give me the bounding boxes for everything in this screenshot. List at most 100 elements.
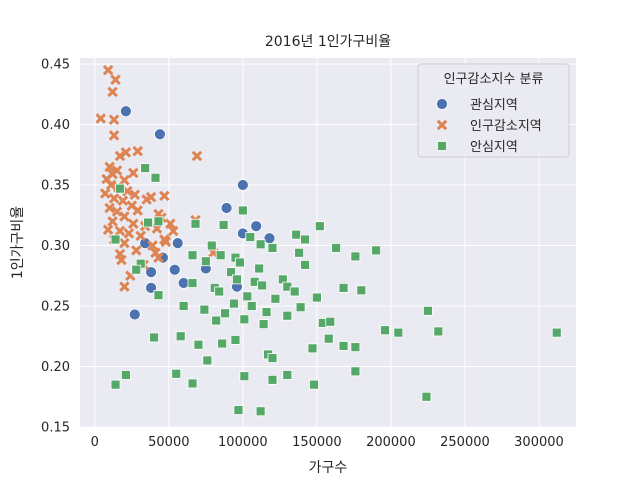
data-point <box>165 218 176 230</box>
data-point <box>325 316 336 327</box>
data-point <box>120 147 132 158</box>
data-point <box>143 217 154 228</box>
data-point <box>380 325 390 336</box>
x-tick-label: 150000 <box>292 435 342 450</box>
data-point <box>119 211 130 222</box>
legend-label: 안심지역 <box>470 140 518 155</box>
x-tick-label: 0 <box>91 435 99 450</box>
data-point <box>135 230 146 242</box>
x-tick-label: 100000 <box>218 435 268 450</box>
data-point <box>217 338 228 349</box>
data-point <box>202 355 213 366</box>
data-point <box>116 254 127 266</box>
data-point <box>261 307 272 317</box>
data-point <box>226 267 236 278</box>
data-point <box>153 290 164 301</box>
data-point <box>105 179 117 191</box>
data-point <box>421 391 432 402</box>
data-point <box>102 224 114 236</box>
data-point <box>119 237 130 249</box>
data-point <box>263 232 276 245</box>
data-point <box>314 221 325 232</box>
data-point <box>177 277 190 289</box>
data-point <box>108 193 120 204</box>
x-axis-label: 가구수 <box>309 460 348 476</box>
data-point <box>356 285 367 296</box>
legend-box <box>417 63 570 158</box>
data-point <box>193 339 204 350</box>
y-tick-label: 0.30 <box>41 239 70 254</box>
data-point <box>295 302 306 313</box>
data-point <box>191 150 203 162</box>
x-tick-label: 200000 <box>366 435 416 450</box>
data-point <box>282 370 293 380</box>
data-point <box>153 252 164 263</box>
data-point <box>250 220 263 233</box>
x-tick-label: 50000 <box>148 435 189 450</box>
data-point <box>246 301 257 311</box>
data-point <box>267 353 278 363</box>
data-point <box>190 218 201 229</box>
legend-marker <box>436 98 448 110</box>
data-point <box>128 308 141 321</box>
data-point <box>160 236 172 248</box>
data-point <box>131 245 142 256</box>
data-point <box>128 218 139 230</box>
legend-label: 관심지역 <box>470 98 518 113</box>
data-point <box>147 240 158 251</box>
data-point <box>150 172 161 183</box>
data-point <box>145 266 157 279</box>
data-point <box>220 202 233 214</box>
data-point <box>350 342 361 353</box>
data-point <box>129 189 141 200</box>
data-point <box>132 205 144 216</box>
data-point <box>551 327 562 338</box>
data-point <box>119 281 130 292</box>
chart-title: 2016년 1인가구비율 <box>265 34 391 50</box>
legend-title: 인구감소지수 분류 <box>444 72 544 87</box>
data-point <box>270 293 281 304</box>
axis-ticks: 0 50000 100000 150000 200000 250000 300000 0.15… <box>41 58 564 450</box>
data-point <box>110 379 121 390</box>
data-point <box>230 334 241 345</box>
data-point <box>393 327 404 338</box>
x-tick-label: 250000 <box>440 435 490 450</box>
data-point <box>282 310 293 321</box>
data-point <box>132 145 144 157</box>
data-point <box>255 406 266 417</box>
data-point <box>214 286 225 297</box>
data-points <box>95 64 562 417</box>
data-point <box>149 332 159 343</box>
data-point <box>102 64 114 76</box>
data-point <box>99 188 111 199</box>
data-point <box>242 291 253 302</box>
data-point <box>371 245 382 256</box>
y-tick-label: 0.35 <box>41 179 70 194</box>
x-tick-label: 300000 <box>514 435 564 450</box>
data-point <box>128 167 139 179</box>
y-tick-label: 0.45 <box>41 58 70 73</box>
y-tick-label: 0.15 <box>41 421 70 436</box>
y-tick-label: 0.25 <box>41 300 70 315</box>
data-point <box>206 240 217 251</box>
data-point <box>350 366 361 377</box>
data-point <box>235 257 245 268</box>
data-point <box>433 326 444 337</box>
data-point <box>307 343 318 354</box>
data-point <box>120 370 131 380</box>
data-point <box>168 263 181 276</box>
data-point <box>110 234 121 245</box>
data-point <box>110 74 121 86</box>
data-point <box>300 259 310 270</box>
data-point <box>257 280 268 291</box>
y-tick-label: 0.40 <box>41 118 70 133</box>
data-point <box>117 195 129 207</box>
data-point <box>171 237 184 250</box>
data-point <box>95 113 106 124</box>
data-point <box>229 298 239 309</box>
legend-item: 안심지역 <box>437 140 518 155</box>
series-circle <box>119 105 276 321</box>
data-point <box>300 234 310 245</box>
